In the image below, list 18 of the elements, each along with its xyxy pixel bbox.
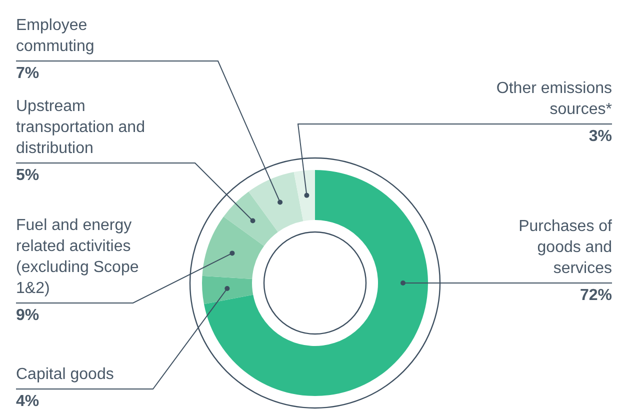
slice-label: Upstream transportation and distribution — [16, 97, 146, 159]
data-label: 4% — [16, 392, 40, 412]
donut-slice — [202, 276, 254, 304]
donut-slice — [204, 170, 428, 396]
data-label: 72% — [580, 286, 612, 306]
donut-slice — [224, 192, 278, 246]
data-label: 9% — [16, 306, 40, 326]
data-label: 3% — [588, 127, 612, 147]
slice-label: Employee commuting — [16, 16, 96, 57]
slice-label: Capital goods — [16, 365, 115, 385]
slice-label: Fuel and energy related activities (excluding Scope 1&2) — [16, 216, 140, 299]
donut-slice — [248, 172, 304, 232]
slice-label: Other emissions sources* — [495, 79, 612, 120]
data-label: 7% — [16, 64, 40, 84]
donut-slice — [294, 170, 315, 222]
data-label: 5% — [16, 166, 40, 186]
slice-label: Purchases of goods and services — [518, 217, 612, 279]
donut-slice — [202, 216, 264, 280]
